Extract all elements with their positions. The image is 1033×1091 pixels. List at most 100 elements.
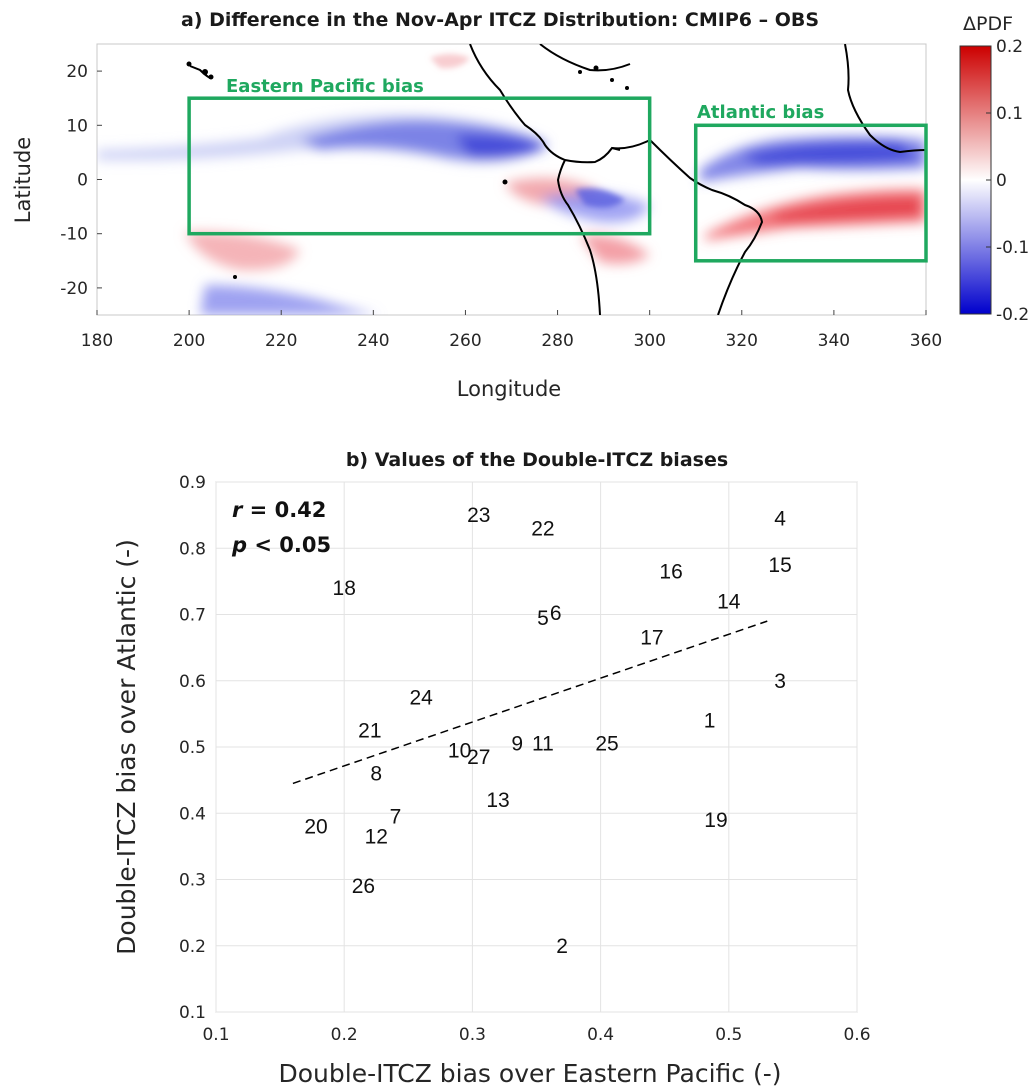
colorbar-tick-label: 0 <box>996 171 1007 191</box>
map-y-tick-label: 0 <box>77 171 88 191</box>
map-y-tick-label: 20 <box>66 62 88 82</box>
scatter-point-18: 18 <box>333 577 356 600</box>
coast-south-america-west <box>556 159 601 315</box>
field-blue-core2-pacific <box>455 134 548 159</box>
p-symbol: p <box>231 533 247 557</box>
field-red-band-southwest <box>185 231 300 271</box>
coast-south-america-east <box>611 138 764 315</box>
colorbar-ticks: 0.2 0.1 0 -0.1 -0.2 <box>986 37 1029 325</box>
scatter-point-6: 6 <box>550 602 562 625</box>
scatter-y-tick-label: 0.8 <box>179 539 206 559</box>
scatter-y-tick-label: 0.6 <box>179 672 206 692</box>
field-blue-small-equator <box>575 188 625 208</box>
scatter-point-13: 13 <box>486 789 509 812</box>
map-plot-area: Eastern Pacific bias Atlantic bias <box>96 43 928 316</box>
scatter-y-tick-label: 0.4 <box>179 804 206 824</box>
scatter-point-19: 19 <box>704 809 727 832</box>
scatter-point-7: 7 <box>390 806 402 829</box>
map-x-tick-label: 300 <box>633 331 665 351</box>
map-x-tick-label: 320 <box>726 331 758 351</box>
r-value: = 0.42 <box>242 498 326 522</box>
coast-central-america <box>469 44 621 164</box>
scatter-point-11: 11 <box>532 733 554 756</box>
scatter-x-ticks: 0.1 0.2 0.3 0.4 0.5 0.6 <box>202 1025 870 1045</box>
field-blue-core-atlantic <box>740 141 920 165</box>
scatter-point-4: 4 <box>774 507 786 530</box>
scatter-point-16: 16 <box>659 560 682 583</box>
bias-field <box>97 54 926 315</box>
scatter-x-tick-label: 0.1 <box>202 1025 229 1045</box>
scatter-x-tick-label: 0.4 <box>587 1025 614 1045</box>
scatter-point-9: 9 <box>511 733 523 756</box>
scatter-point-23: 23 <box>467 504 490 527</box>
scatter-y-tick-label: 0.3 <box>179 871 206 891</box>
coast-gulf <box>539 44 631 72</box>
coast-africa <box>844 44 926 154</box>
map-y-axis-label: Latitude <box>11 137 35 223</box>
map-y-ticks: 20 10 0 -10 -20 <box>60 62 102 299</box>
scatter-point-22: 22 <box>531 517 554 540</box>
scatter-x-tick-label: 0.6 <box>843 1025 870 1045</box>
field-red-patch-peru <box>580 234 650 264</box>
map-x-tick-label: 260 <box>449 331 481 351</box>
colorbar-tick-label: 0.2 <box>996 37 1023 57</box>
scatter-point-25: 25 <box>595 733 618 756</box>
map-y-tick-label: 10 <box>66 116 88 136</box>
scatter-point-20: 20 <box>304 816 327 839</box>
map-y-tick-label: -10 <box>60 225 88 245</box>
scatter-point-10: 10 <box>448 739 471 762</box>
scatter-y-tick-label: 0.2 <box>179 937 206 957</box>
scatter-y-tick-label: 0.7 <box>179 606 206 626</box>
coastlines <box>189 44 926 315</box>
scatter-y-tick-label: 0.9 <box>179 473 206 493</box>
map-x-tick-label: 360 <box>910 331 942 351</box>
scatter-point-5: 5 <box>537 607 549 630</box>
scatter-point-15: 15 <box>768 554 791 577</box>
scatter-x-tick-label: 0.2 <box>331 1025 358 1045</box>
map-x-tick-label: 180 <box>81 331 113 351</box>
map-title: a) Difference in the Nov-Apr ITCZ Distri… <box>181 9 819 31</box>
atlantic-bias-box <box>693 123 928 263</box>
colorbar-label: ΔPDF <box>963 13 1013 35</box>
scatter-y-tick-label: 0.1 <box>179 1003 206 1023</box>
scatter-point-1: 1 <box>704 710 716 733</box>
scatter-y-tick-label: 0.5 <box>179 738 206 758</box>
scatter-point-21: 21 <box>358 719 381 742</box>
scatter-point-3: 3 <box>774 670 786 693</box>
scatter-point-2: 2 <box>556 935 568 958</box>
map-x-axis-label: Longitude <box>457 377 561 401</box>
map-x-ticks: 180 200 220 240 260 280 300 320 340 360 <box>81 310 942 351</box>
map-x-tick-label: 220 <box>265 331 297 351</box>
map-x-tick-label: 240 <box>357 331 389 351</box>
colorbar-tick-label: 0.1 <box>996 104 1023 124</box>
p-annotation: p < 0.05 <box>231 533 331 557</box>
scatter-x-axis-label: Double-ITCZ bias over Eastern Pacific (-… <box>278 1059 781 1088</box>
scatter-x-tick-label: 0.3 <box>459 1025 486 1045</box>
map-frame <box>96 43 927 316</box>
scatter-point-12: 12 <box>365 825 388 848</box>
atlantic-bias-label: Atlantic bias <box>697 102 824 123</box>
p-value: < 0.05 <box>247 533 331 557</box>
scatter-x-tick-label: 0.5 <box>715 1025 742 1045</box>
scatter-y-axis-label: Double-ITCZ bias over Atlantic (-) <box>112 539 141 955</box>
scatter-title: b) Values of the Double-ITCZ biases <box>346 449 728 471</box>
colorbar <box>959 45 992 315</box>
scatter-y-ticks: 0.9 0.8 0.7 0.6 0.5 0.4 0.3 0.2 0.1 <box>179 473 206 1023</box>
eastern-pacific-bias-box <box>187 96 652 236</box>
trend-line <box>292 620 768 785</box>
map-x-tick-label: 200 <box>173 331 205 351</box>
scatter-point-14: 14 <box>717 590 741 613</box>
scatter-point-24: 24 <box>409 686 433 709</box>
r-symbol: r <box>232 498 244 522</box>
field-red-core-atlantic <box>770 198 920 222</box>
map-x-tick-label: 280 <box>541 331 573 351</box>
map-y-tick-label: -20 <box>60 279 88 299</box>
colorbar-tick-label: -0.1 <box>996 238 1029 258</box>
r-annotation: r = 0.42 <box>232 498 326 522</box>
colorbar-tick-label: -0.2 <box>996 305 1029 325</box>
scatter-point-8: 8 <box>370 763 382 786</box>
scatter-grid <box>215 481 858 1013</box>
scatter-point-17: 17 <box>640 627 663 650</box>
